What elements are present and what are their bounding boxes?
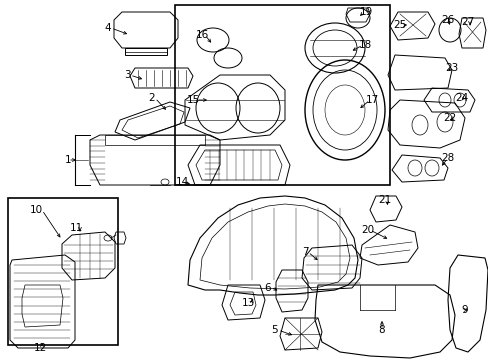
- Text: 10: 10: [29, 205, 42, 215]
- Text: 9: 9: [461, 305, 468, 315]
- Text: 8: 8: [378, 325, 385, 335]
- Bar: [175, 5, 389, 185]
- Text: 18: 18: [358, 40, 371, 50]
- Text: 4: 4: [104, 23, 111, 33]
- Text: 28: 28: [441, 153, 454, 163]
- Text: 11: 11: [69, 223, 82, 233]
- Text: 26: 26: [441, 15, 454, 25]
- Text: 25: 25: [392, 20, 406, 30]
- Text: 14: 14: [175, 177, 188, 187]
- Text: 21: 21: [378, 195, 391, 205]
- Text: 20: 20: [361, 225, 374, 235]
- Text: 5: 5: [271, 325, 278, 335]
- Text: 13: 13: [241, 298, 254, 308]
- Text: 19: 19: [359, 7, 372, 17]
- Bar: [8, 198, 118, 345]
- Text: 23: 23: [445, 63, 458, 73]
- Text: 7: 7: [301, 247, 307, 257]
- Text: 15: 15: [186, 95, 199, 105]
- Text: 22: 22: [443, 113, 456, 123]
- Text: 24: 24: [454, 93, 468, 103]
- Text: 2: 2: [148, 93, 155, 103]
- Text: 27: 27: [461, 17, 474, 27]
- Text: 17: 17: [365, 95, 378, 105]
- Text: 16: 16: [195, 30, 208, 40]
- Text: 3: 3: [123, 70, 130, 80]
- Text: 12: 12: [33, 343, 46, 353]
- Text: 1: 1: [64, 155, 71, 165]
- Text: 6: 6: [264, 283, 271, 293]
